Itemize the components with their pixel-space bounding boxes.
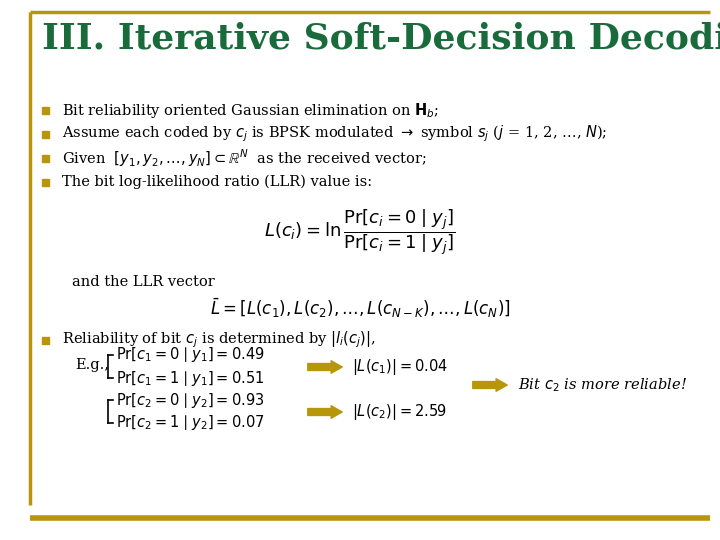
Text: $\Pr[c_1 = 0 \mid y_1] = 0.49$: $\Pr[c_1 = 0 \mid y_1] = 0.49$	[116, 346, 264, 365]
Text: $\Pr[c_2 = 0 \mid y_2] = 0.93$: $\Pr[c_2 = 0 \mid y_2] = 0.93$	[116, 390, 264, 409]
Text: Bit $c_2$ is more reliable!: Bit $c_2$ is more reliable!	[518, 376, 687, 394]
Text: Assume each coded by $c_j$ is BPSK modulated $\rightarrow$ symbol $s_j$ ($j$ = 1: Assume each coded by $c_j$ is BPSK modul…	[62, 124, 608, 144]
Text: $|L(c_1)| = 0.04$: $|L(c_1)| = 0.04$	[352, 357, 448, 377]
Text: $|L(c_2)| = 2.59$: $|L(c_2)| = 2.59$	[352, 402, 447, 422]
Text: Bit reliability oriented Gaussian elimination on $\mathbf{H}_b$;: Bit reliability oriented Gaussian elimin…	[62, 100, 439, 119]
Text: Reliability of bit $c_j$ is determined by $|l_i(c_j)|$,: Reliability of bit $c_j$ is determined b…	[62, 330, 376, 350]
Bar	[42, 106, 48, 113]
Text: The bit log-likelihood ratio (LLR) value is:: The bit log-likelihood ratio (LLR) value…	[62, 175, 372, 189]
Bar	[42, 154, 48, 161]
Text: $L(c_i) = \ln \dfrac{\Pr[c_i = 0\;|\; y_j]}{\Pr[c_i = 1\;|\; y_j]}$: $L(c_i) = \ln \dfrac{\Pr[c_i = 0\;|\; y_…	[264, 207, 456, 257]
Text: III. Iterative Soft-Decision Decoding: III. Iterative Soft-Decision Decoding	[42, 22, 720, 57]
Text: Given  $[y_1, y_2, \ldots, y_N] \subset \mathbb{R}^N$  as the received vector;: Given $[y_1, y_2, \ldots, y_N] \subset \…	[62, 147, 426, 169]
FancyArrowPatch shape	[307, 406, 342, 419]
Text: $\bar{L} = [L(c_1), L(c_2), \ldots, L(c_{N-K}), \ldots, L(c_N)]$: $\bar{L} = [L(c_1), L(c_2), \ldots, L(c_…	[210, 296, 510, 320]
FancyArrowPatch shape	[307, 361, 342, 373]
Bar	[42, 131, 48, 138]
FancyArrowPatch shape	[473, 379, 507, 392]
Text: $\Pr[c_2 = 1 \mid y_2] = 0.07$: $\Pr[c_2 = 1 \mid y_2] = 0.07$	[116, 414, 264, 433]
Text: E.g.,: E.g.,	[75, 358, 109, 372]
Text: and the LLR vector: and the LLR vector	[72, 275, 215, 289]
Bar	[42, 179, 48, 186]
Text: $\Pr[c_1 = 1 \mid y_1] = 0.51$: $\Pr[c_1 = 1 \mid y_1] = 0.51$	[116, 368, 264, 388]
Bar	[42, 336, 48, 343]
